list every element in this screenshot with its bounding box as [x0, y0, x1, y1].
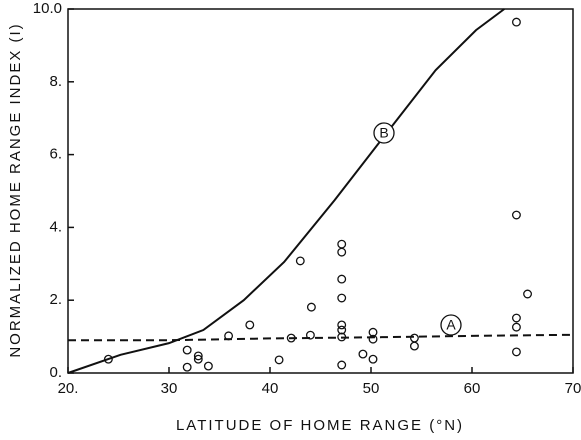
x-tick-label: 20.: [58, 380, 79, 397]
curve: [68, 333, 574, 342]
x-tick-label: 40: [262, 380, 279, 397]
point: [511, 322, 521, 332]
point: [193, 354, 203, 364]
point: [305, 330, 315, 340]
point: [337, 247, 347, 257]
point: [511, 313, 521, 323]
x-tick-label: 30: [161, 380, 178, 397]
curve: [67, 8, 505, 374]
y-tick-label: 10.0: [33, 0, 62, 17]
point: [337, 332, 347, 342]
y-tick-label: 0.: [49, 364, 62, 381]
point: [511, 210, 521, 220]
x-tick-label: 50: [363, 380, 380, 397]
curve-label: A: [446, 317, 456, 333]
point: [203, 361, 213, 371]
x-axis-label: LATITUDE OF HOME RANGE (°N): [176, 417, 464, 434]
point: [295, 256, 305, 266]
point: [182, 345, 192, 355]
plot-frame: [67, 8, 574, 374]
point: [274, 355, 284, 365]
point: [368, 354, 378, 364]
point: [245, 320, 255, 330]
curve-label-ring: [373, 122, 395, 144]
point: [337, 320, 347, 330]
point: [511, 17, 521, 27]
point: [337, 274, 347, 284]
y-tick-label: 4.: [49, 218, 62, 235]
point: [337, 360, 347, 370]
point: [224, 331, 234, 341]
point: [409, 341, 419, 351]
point: [368, 334, 378, 344]
curve-label-ring: [440, 314, 462, 336]
point: [368, 327, 378, 337]
point: [286, 333, 296, 343]
point: [358, 349, 368, 359]
point: [103, 354, 113, 364]
x-tick-label: 70: [565, 380, 581, 397]
y-tick-label: 2.: [49, 291, 62, 308]
y-axis-label: NORMALIZED HOME RANGE INDEX (I): [7, 22, 24, 357]
point: [182, 362, 192, 372]
point: [511, 347, 521, 357]
point: [193, 351, 203, 361]
point: [337, 293, 347, 303]
x-tick-label: 60: [464, 380, 481, 397]
y-tick-label: 6.: [49, 146, 62, 163]
point: [523, 289, 532, 299]
point: [337, 239, 347, 249]
curve-label: B: [379, 125, 388, 141]
point: [337, 325, 347, 335]
point: [306, 302, 316, 312]
point: [409, 333, 419, 343]
y-tick-label: 8.: [49, 73, 62, 90]
